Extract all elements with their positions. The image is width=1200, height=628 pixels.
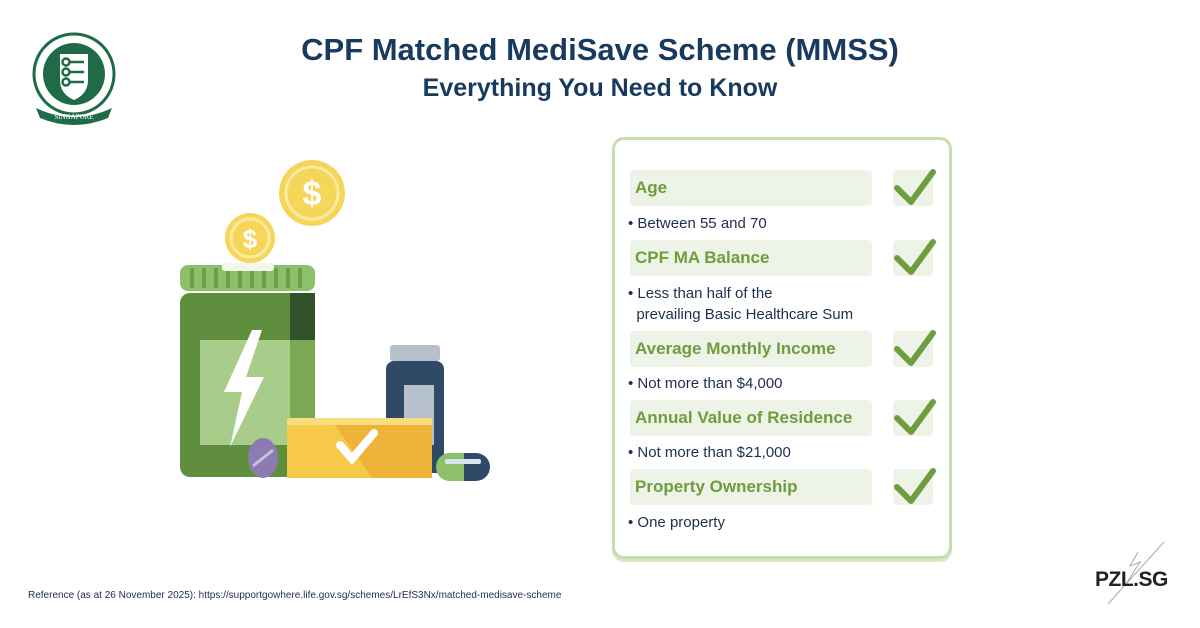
page-title: CPF Matched MediSave Scheme (MMSS) — [301, 32, 899, 67]
criterion-detail: • One property — [628, 514, 725, 531]
pack-icon — [287, 418, 432, 478]
cpf-logo: SINGAPORE — [32, 32, 116, 125]
reference-text: Reference (as at 26 November 2025): http… — [28, 590, 562, 601]
check-icon — [893, 239, 936, 276]
coin-icon: $ — [225, 213, 275, 263]
eligibility-panel — [612, 137, 952, 559]
svg-text:$: $ — [243, 224, 258, 254]
check-icon — [893, 169, 936, 206]
criterion-detail: • Less than half of the prevailing Basic… — [628, 285, 854, 323]
criterion-income: Average Monthly Income — [630, 331, 872, 367]
check-icon — [893, 399, 936, 436]
signature-mark — [1107, 541, 1165, 605]
coin-icon: $ — [279, 160, 345, 226]
pill-icon — [248, 438, 278, 478]
criterion-property: Property Ownership — [630, 469, 872, 505]
criterion-residence: Annual Value of Residence — [630, 400, 872, 436]
criterion-detail: • Not more than $21,000 — [628, 444, 791, 461]
criterion-ma-balance: CPF MA Balance — [630, 240, 872, 276]
jar-icon — [180, 263, 315, 477]
medicine-illustration: $ $ — [180, 160, 490, 481]
criterion-detail: • Not more than $4,000 — [628, 375, 783, 392]
brand-logo: PZL.SG — [1095, 568, 1168, 591]
capsule-icon — [436, 453, 490, 481]
svg-text:$: $ — [303, 175, 322, 213]
check-icon — [893, 468, 936, 505]
criterion-detail: • Between 55 and 70 — [628, 215, 767, 232]
svg-text:SINGAPORE: SINGAPORE — [54, 113, 93, 121]
check-icon — [893, 330, 936, 367]
page-subtitle: Everything You Need to Know — [422, 74, 778, 102]
criterion-age: Age — [630, 170, 872, 206]
